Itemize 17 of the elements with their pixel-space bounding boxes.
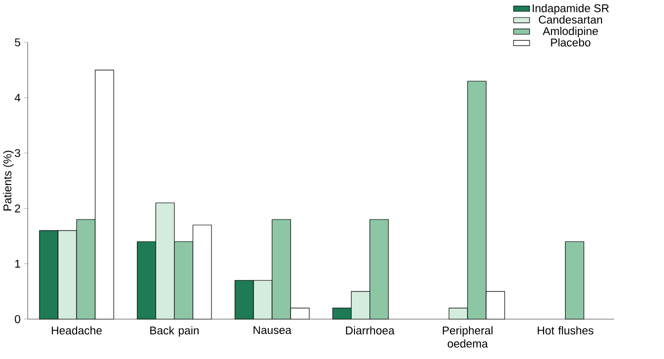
x-tick-label: Headache [52, 326, 102, 335]
x-tick-label: Back pain [150, 326, 199, 337]
y-tick-label: 1 [15, 260, 20, 268]
legend-label: Candesartan [538, 16, 602, 24]
y-tick-label: 2 [14, 204, 20, 213]
x-tick-label: Nausea [254, 326, 292, 334]
x-tick-label: Hot flushes [538, 326, 594, 335]
legend-label: Indapamide SR [532, 4, 609, 15]
y-tick-label: 5 [14, 38, 20, 46]
legend-label: Amlodipine [542, 26, 598, 38]
legend-label: Placebo [551, 38, 590, 47]
y-tick-label: 4 [14, 94, 20, 102]
y-axis-title: Patients (%) [3, 150, 14, 211]
y-tick-label: 3 [14, 149, 20, 158]
y-tick-label: 0 [14, 315, 20, 324]
x-tick-label: Peripheral oedema [442, 326, 492, 348]
x-tick-label: Diarrhoea [346, 326, 395, 335]
